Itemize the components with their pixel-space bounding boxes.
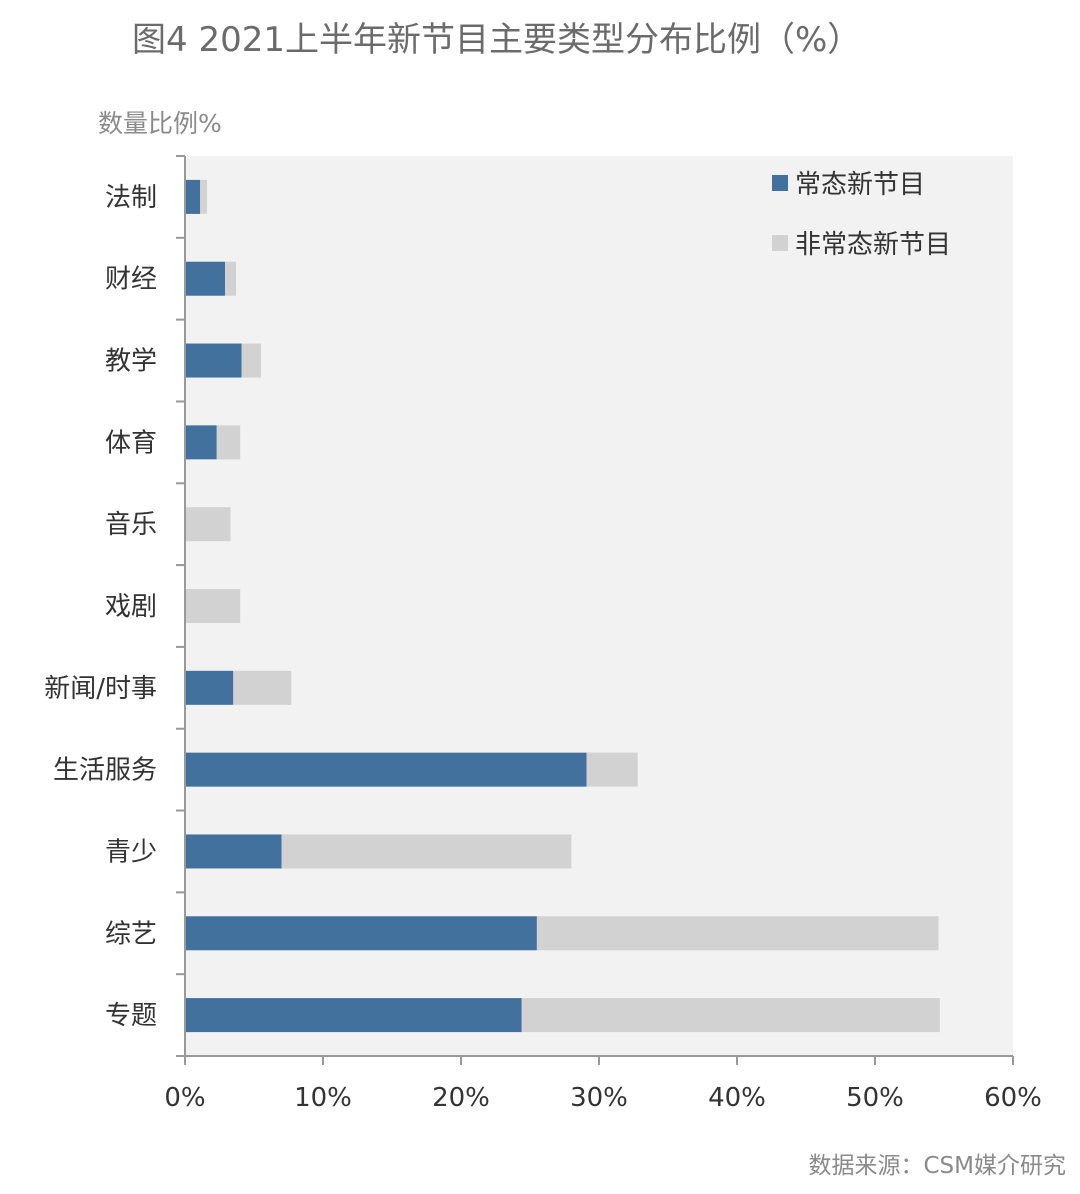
- category-label: 戏剧: [105, 592, 157, 622]
- category-label: 综艺: [105, 919, 157, 949]
- bar-irregular-6: [233, 670, 292, 705]
- bar-regular-10: [185, 998, 522, 1033]
- y-axis-label: 数量比例%: [98, 109, 222, 138]
- category-label: 青少: [105, 837, 157, 867]
- bar-regular-7: [185, 752, 587, 787]
- category-label: 生活服务: [53, 756, 157, 786]
- bars-group: [185, 179, 940, 1033]
- bar-irregular-3: [216, 425, 241, 460]
- legend-swatch-series2: [772, 235, 788, 251]
- bar-irregular-10: [521, 998, 940, 1033]
- bar-regular-1: [185, 261, 226, 296]
- category-label: 新闻/时事: [44, 674, 157, 704]
- x-tick-label: 0%: [164, 1083, 205, 1113]
- bar-regular-2: [185, 343, 242, 378]
- x-tick-label: 40%: [708, 1083, 766, 1113]
- bar-regular-9: [185, 916, 537, 951]
- bar-irregular-9: [536, 916, 939, 951]
- bar-irregular-5: [185, 589, 241, 623]
- axes-group: [176, 155, 1014, 1065]
- bar-irregular-4: [185, 507, 231, 542]
- category-label: 音乐: [105, 510, 157, 540]
- x-tick-label: 20%: [432, 1083, 490, 1113]
- bar-regular-3: [185, 425, 217, 460]
- x-tick-label: 50%: [846, 1083, 904, 1113]
- category-label: 专题: [105, 1001, 157, 1031]
- x-tick-label: 30%: [570, 1083, 628, 1113]
- legend: 常态新节目 非常态新节目: [772, 170, 951, 260]
- bar-regular-6: [185, 670, 234, 705]
- bar-irregular-1: [225, 261, 237, 296]
- category-label: 教学: [105, 347, 157, 377]
- legend-swatch-series1: [772, 175, 788, 191]
- bar-irregular-7: [586, 752, 638, 787]
- bar-regular-0: [185, 179, 201, 214]
- legend-label-series2: 非常态新节目: [795, 230, 951, 260]
- plot-background: [185, 156, 1013, 1056]
- bar-irregular-2: [241, 343, 261, 378]
- category-label: 法制: [105, 183, 157, 213]
- x-tick-labels: 0% 10% 20% 30% 40% 50% 60%: [164, 1083, 1042, 1113]
- chart-title: 图4 2021上半年新节目主要类型分布比例（%）: [132, 20, 862, 60]
- data-source: 数据来源：CSM媒介研究: [808, 1153, 1066, 1179]
- x-tick-label: 60%: [984, 1083, 1042, 1113]
- bar-irregular-0: [200, 179, 208, 214]
- category-label: 体育: [105, 428, 157, 458]
- bar-regular-8: [185, 834, 282, 869]
- legend-label-series1: 常态新节目: [795, 170, 925, 200]
- x-tick-label: 10%: [294, 1083, 352, 1113]
- bar-irregular-8: [281, 834, 572, 869]
- category-label: 财经: [105, 265, 157, 295]
